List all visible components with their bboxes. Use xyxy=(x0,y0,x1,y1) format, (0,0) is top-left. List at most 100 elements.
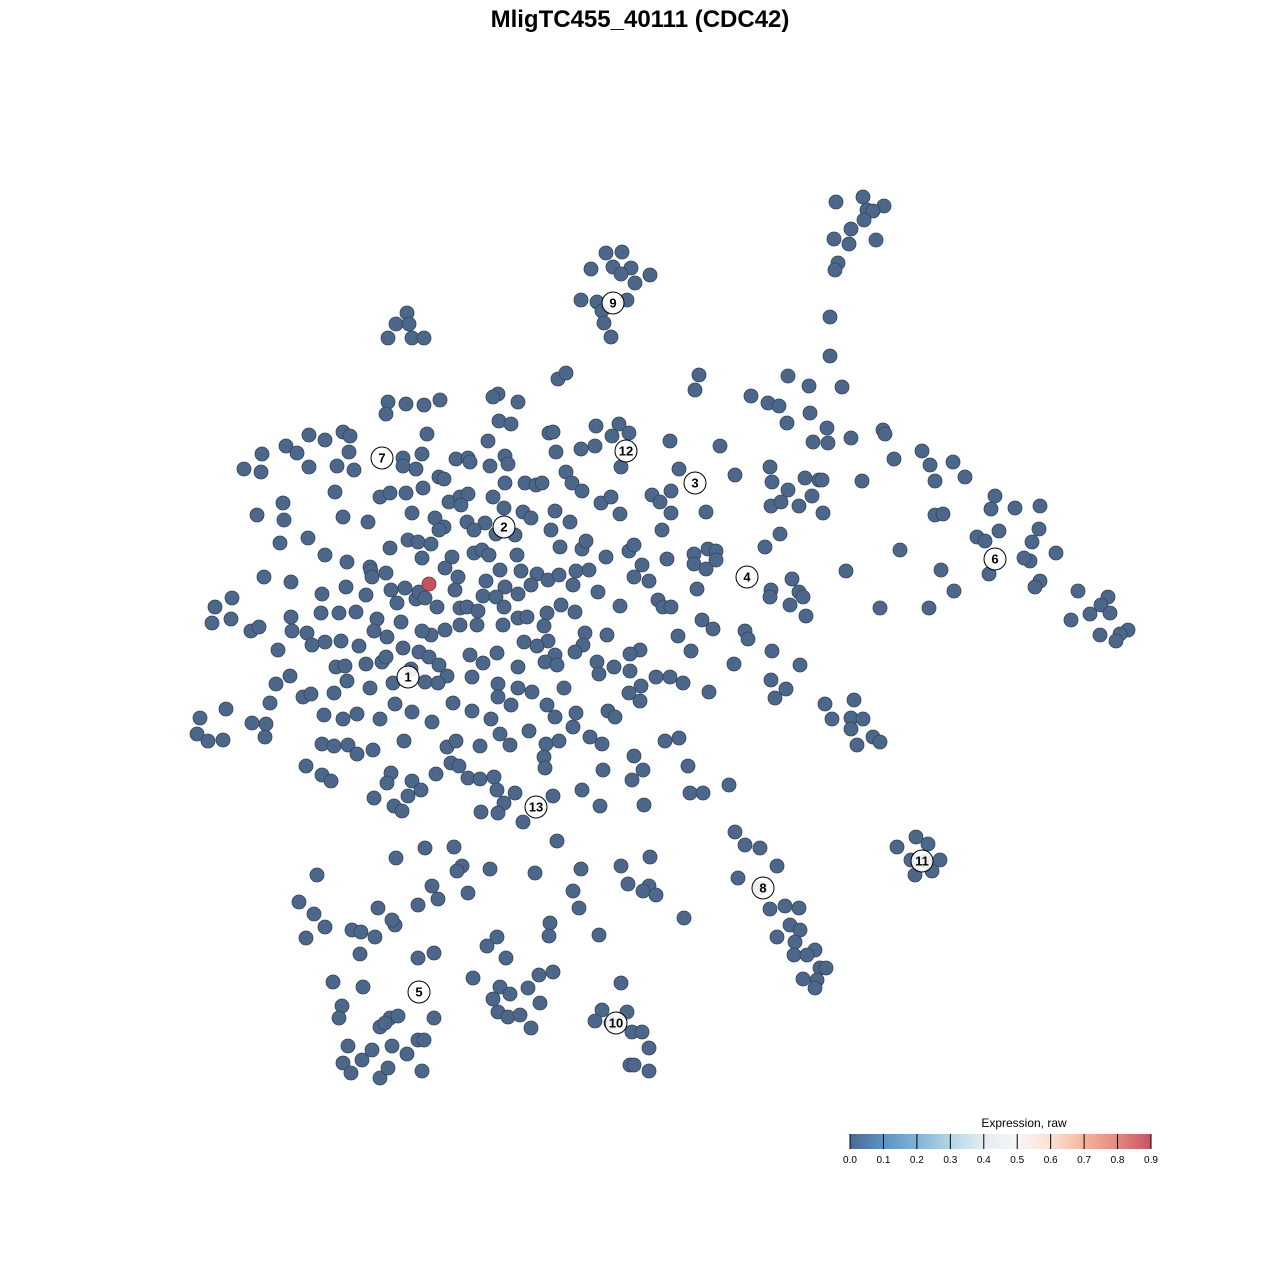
data-point xyxy=(784,571,800,587)
data-point xyxy=(771,398,787,414)
data-point xyxy=(497,579,513,595)
data-point xyxy=(1007,500,1023,516)
cluster-label-text: 2 xyxy=(500,520,507,535)
data-point xyxy=(354,1052,370,1068)
data-point xyxy=(548,444,564,460)
data-point xyxy=(348,604,364,620)
data-point xyxy=(657,733,673,749)
data-point xyxy=(510,586,526,602)
data-point xyxy=(189,726,205,742)
data-point xyxy=(472,771,488,787)
data-point xyxy=(641,1063,657,1079)
data-point xyxy=(817,696,833,712)
data-point xyxy=(698,504,714,520)
data-point xyxy=(521,723,537,739)
data-point xyxy=(339,554,355,570)
data-point xyxy=(309,867,325,883)
data-point xyxy=(1082,606,1098,622)
data-point xyxy=(671,461,687,477)
data-point xyxy=(410,950,426,966)
data-point xyxy=(478,573,494,589)
data-point xyxy=(351,638,367,654)
data-point xyxy=(854,473,870,489)
data-point xyxy=(378,649,394,665)
data-point xyxy=(510,394,526,410)
data-point xyxy=(567,604,583,620)
data-point xyxy=(641,1040,657,1056)
data-point xyxy=(523,577,539,593)
data-point xyxy=(578,533,594,549)
data-point-highlighted xyxy=(421,576,437,592)
data-point xyxy=(889,839,905,855)
data-point xyxy=(509,547,525,563)
data-point xyxy=(404,773,420,789)
data-point xyxy=(340,737,356,753)
cluster-label-text: 3 xyxy=(691,476,698,491)
data-point xyxy=(574,782,590,798)
data-point xyxy=(1063,612,1079,628)
data-point xyxy=(920,836,936,852)
data-point xyxy=(495,617,511,633)
data-point xyxy=(382,540,398,556)
data-point xyxy=(339,673,355,689)
data-point xyxy=(689,581,705,597)
data-point xyxy=(834,379,850,395)
data-point xyxy=(549,833,565,849)
data-point xyxy=(372,1070,388,1086)
data-point xyxy=(317,547,333,563)
data-point xyxy=(843,221,859,237)
data-point xyxy=(529,638,545,654)
cluster-label-badge xyxy=(370,446,394,470)
data-point xyxy=(473,804,489,820)
data-point xyxy=(486,769,502,785)
data-point xyxy=(1027,579,1043,595)
data-point xyxy=(323,773,339,789)
cluster-label-text: 13 xyxy=(529,800,543,815)
data-point xyxy=(721,777,737,793)
data-point xyxy=(772,526,788,542)
data-point xyxy=(778,681,794,697)
data-point xyxy=(430,675,446,691)
data-point xyxy=(626,748,642,764)
data-point xyxy=(326,685,342,701)
data-point xyxy=(432,392,448,408)
cluster-label-badge xyxy=(492,515,516,539)
data-point xyxy=(372,711,388,727)
data-point xyxy=(382,485,398,501)
data-point xyxy=(388,850,404,866)
data-point xyxy=(510,680,526,696)
data-point xyxy=(429,599,445,615)
data-point xyxy=(590,584,606,600)
data-point xyxy=(503,697,519,713)
data-point xyxy=(662,669,678,685)
data-point xyxy=(352,946,368,962)
data-point xyxy=(415,480,431,496)
data-point xyxy=(421,649,437,665)
cluster-label: 4 xyxy=(735,565,759,589)
data-point xyxy=(516,634,532,650)
data-point xyxy=(642,849,658,865)
data-point xyxy=(558,365,574,381)
data-point xyxy=(537,760,553,776)
data-point xyxy=(485,389,501,405)
data-point xyxy=(587,1013,603,1029)
data-point xyxy=(398,485,414,501)
data-point xyxy=(914,443,930,459)
data-point xyxy=(621,425,637,441)
data-point xyxy=(450,569,466,585)
data-point xyxy=(446,839,462,855)
data-point xyxy=(591,927,607,943)
cluster-label-badge xyxy=(910,849,934,873)
data-point xyxy=(524,684,540,700)
data-point xyxy=(360,514,376,530)
data-point xyxy=(613,266,629,282)
data-point xyxy=(470,603,486,619)
data-point xyxy=(400,788,416,804)
data-point xyxy=(543,522,559,538)
data-point xyxy=(236,461,252,477)
data-point xyxy=(370,900,386,916)
data-point xyxy=(795,971,811,987)
data-point xyxy=(424,714,440,730)
data-point xyxy=(419,426,435,442)
data-point xyxy=(675,675,691,691)
